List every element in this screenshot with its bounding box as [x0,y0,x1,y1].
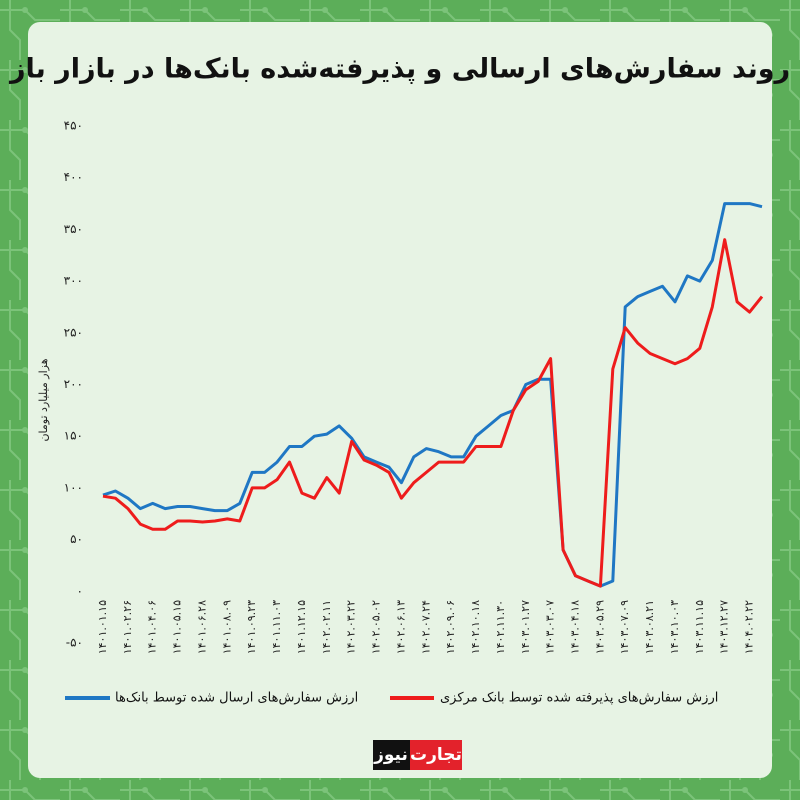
x-tick-label: ۱۴۰۲.۰۷.۲۴ [419,600,432,654]
y-tick-label: ۳۰۰ [64,274,83,288]
x-tick-label: ۱۴۰۱.۱۲.۱۵ [295,600,308,654]
x-tick-label: ۱۴۰۱.۰۵.۱۵ [171,600,184,654]
x-tick-label: ۱۴۰۱.۰۸.۰۹ [220,600,233,654]
x-tick-label: ۱۴۰۲.۰۹.۰۶ [444,600,457,654]
x-tick-label: ۱۴۰۳.۰۵.۲۹ [593,600,606,654]
legend-label: ارزش سفارش‌های ارسال شده توسط بانک‌ها [115,691,358,706]
logo-text: نیوز [373,745,408,765]
x-tick-label: ۱۴۰۲.۰۳.۲۲ [345,600,358,654]
x-tick-label: ۱۴۰۴.۰۲.۲۲ [743,600,756,654]
x-tick-label: ۱۴۰۲.۰۵.۰۲ [370,600,383,654]
y-tick-label: -۵۰ [66,636,83,650]
y-tick-label: ۴۰۰ [64,170,83,184]
y-tick-label: ۳۵۰ [64,222,83,236]
y-tick-label: ۲۵۰ [64,325,83,339]
legend-label: ارزش سفارش‌های پذیرفته شده توسط بانک مرک… [440,691,718,706]
logo-part [373,740,410,770]
x-tick-label: ۱۴۰۱.۰۴.۰۶ [146,600,159,654]
x-tick-label: ۱۴۰۳.۰۴.۱۸ [568,600,581,654]
logo-text: تجارت [410,745,462,765]
x-tick-label: ۱۴۰۱.۰۲.۲۶ [121,600,134,654]
x-tick-label: ۱۴۰۲.۱۱.۳۰ [494,600,507,654]
x-tick-label: ۱۴۰۳.۱۲.۲۷ [718,600,731,654]
chart-title: روند سفارش‌های ارسالی و پذیرفته‌شده بانک… [8,54,790,85]
x-tick-label: ۱۴۰۳.۰۱.۲۷ [519,600,532,654]
x-tick-label: ۱۴۰۱.۰۱.۱۵ [96,600,109,654]
x-tick-label: ۱۴۰۲.۰۶.۱۳ [394,600,407,654]
x-tick-label: ۱۴۰۲.۰۲.۱۱ [320,600,333,654]
series-line [102,238,764,588]
x-tick-label: ۱۴۰۱.۰۶.۲۸ [195,600,208,654]
card [28,22,772,778]
x-tick-label: ۱۴۰۳.۰۳.۰۷ [544,600,557,654]
x-tick-label: ۱۴۰۳.۱۰.۰۳ [668,600,681,654]
x-tick-label: ۱۴۰۱.۱۱.۰۳ [270,600,283,654]
y-axis-label: هزار میلیارد تومان [37,358,50,441]
y-tick-label: ۴۵۰ [64,119,83,133]
x-tick-label: ۱۴۰۳.۱۱.۱۵ [693,600,706,654]
x-tick-label: ۱۴۰۲.۱۰.۱۸ [469,600,482,654]
y-tick-label: ۵۰ [70,532,83,546]
y-tick-label: ۱۰۰ [64,480,83,494]
x-tick-label: ۱۴۰۳.۰۸.۲۱ [643,600,656,654]
y-tick-label: ۲۰۰ [64,377,83,391]
series-line [102,202,763,588]
y-tick-label: ۱۵۰ [64,429,83,443]
x-tick-label: ۱۴۰۳.۰۷.۰۹ [618,600,631,654]
logo-part [410,740,462,770]
y-tick-label: ۰ [77,584,83,598]
x-tick-label: ۱۴۰۱.۰۹.۲۳ [245,600,258,654]
